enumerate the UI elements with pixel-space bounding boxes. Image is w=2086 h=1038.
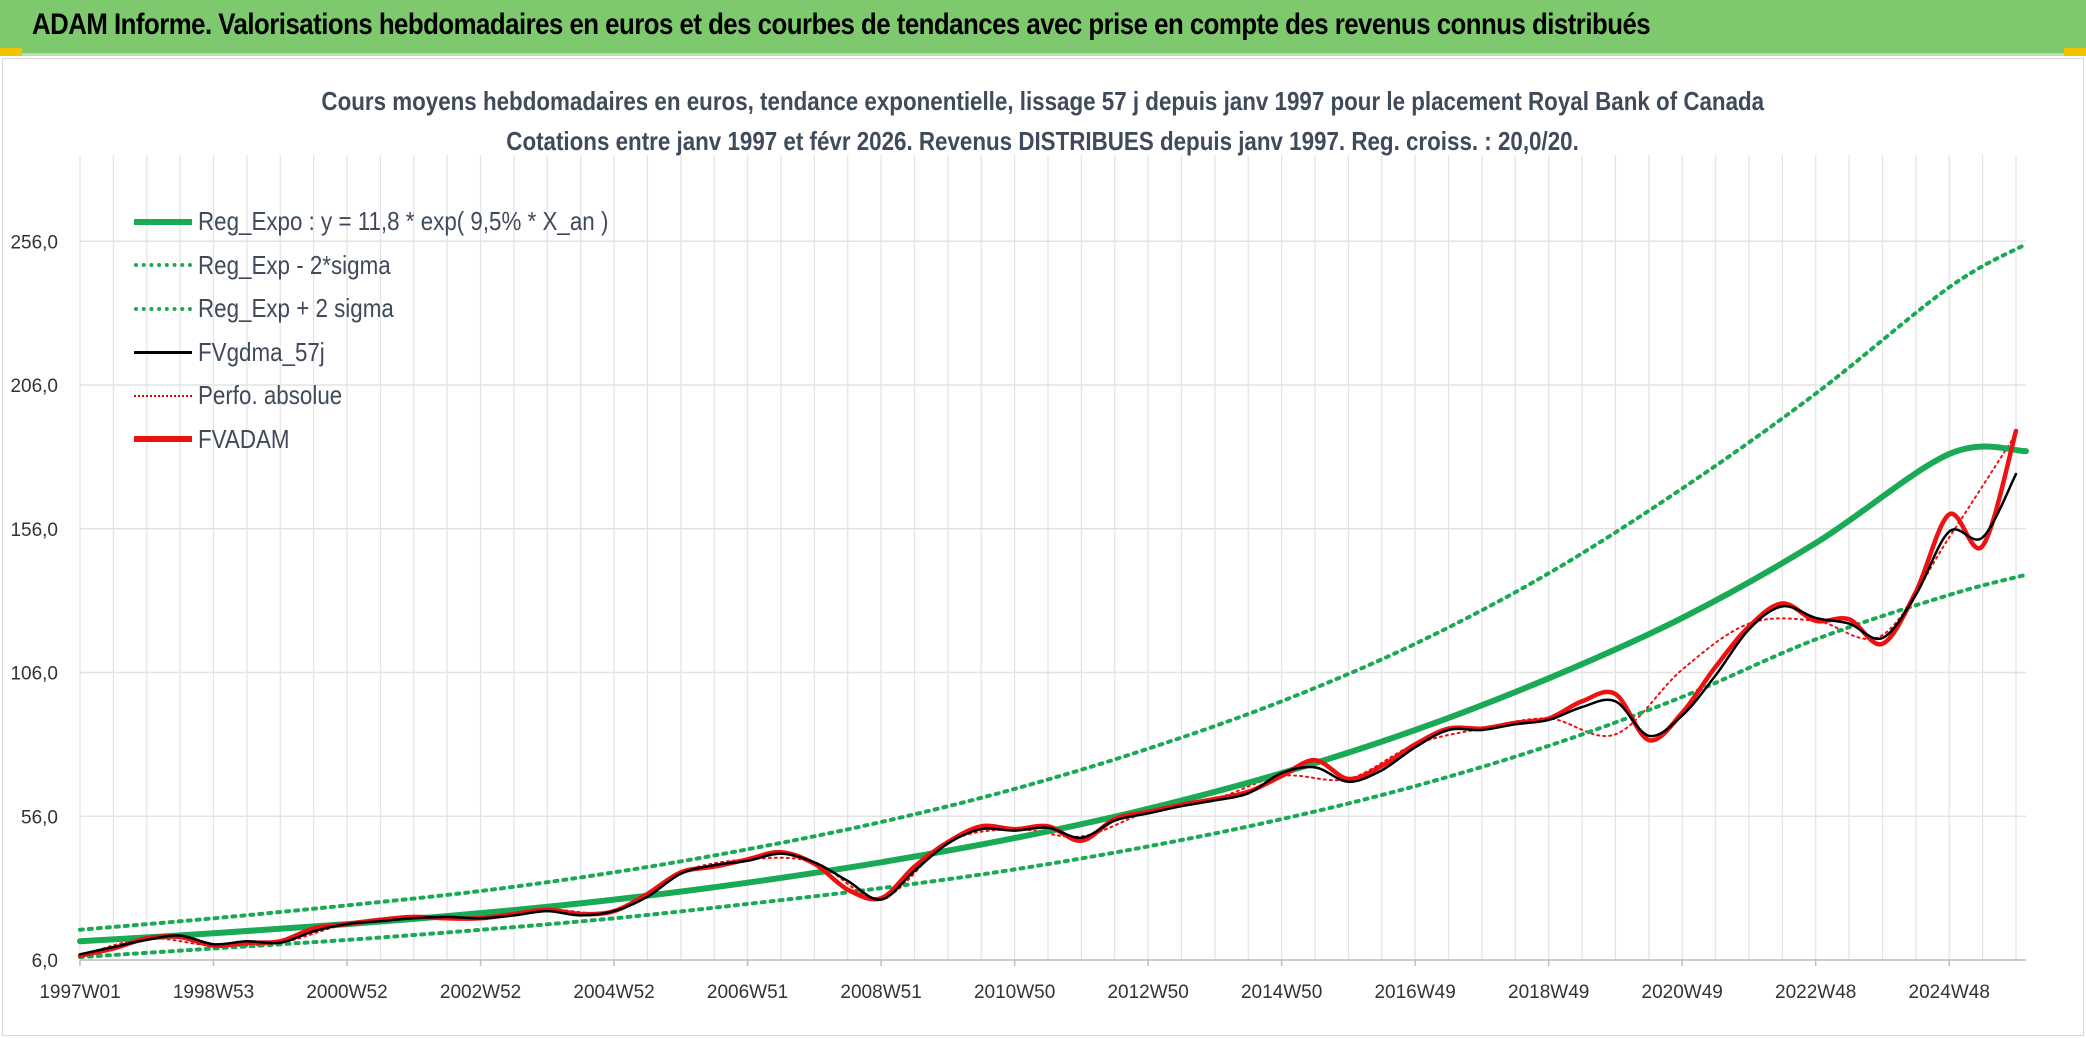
legend-item-reg-exp-minus: Reg_Exp - 2*sigma: [134, 244, 675, 288]
chart-area: [2, 58, 2084, 1036]
x-tick-label: 2018W49: [1508, 982, 1589, 1003]
series-line-reg-expo-y-11-8-exp-9-5-x-an: [77, 443, 2029, 945]
x-tick-label: 1997W01: [39, 982, 120, 1003]
series-line-reg-exp-2-sigma: [78, 572, 2028, 960]
x-tick-label: 2022W48: [1775, 982, 1856, 1003]
y-tick-label: 206,0: [10, 376, 58, 397]
axis-layer: 6,0 56,0 106,0 156,0 206,0 256,0 1997W01 1998W5…: [10, 232, 2026, 1003]
legend-item-reg-exp-plus: Reg_Exp + 2 sigma: [134, 287, 675, 331]
report-title: ADAM Informe. Valorisations hebdomadaire…: [32, 8, 1651, 41]
x-tick-label: 2014W50: [1241, 982, 1322, 1003]
legend-label-perfo: Perfo. absolue: [198, 380, 343, 411]
banner-corner-right: [2064, 48, 2086, 56]
legend-swatch-fvadam: [134, 436, 192, 443]
x-tick-label: 2024W48: [1909, 982, 1990, 1003]
legend-swatch-reg-exp-minus: [134, 263, 192, 268]
series-line-fvgdma-57j: [78, 472, 2018, 956]
y-tick-label: 6,0: [32, 951, 58, 972]
legend-swatch-perfo: [134, 394, 192, 397]
x-tick-label: 2016W49: [1374, 982, 1455, 1003]
y-tick-label: 156,0: [10, 520, 58, 541]
legend-swatch-fvgdma: [134, 350, 192, 354]
legend-label-reg-exp-plus: Reg_Exp + 2 sigma: [198, 293, 394, 324]
banner-corner-left: [0, 48, 22, 56]
x-tick-label: 2004W52: [573, 982, 654, 1003]
legend-swatch-reg-expo: [134, 218, 192, 225]
legend-label-reg-expo: Reg_Expo : y = 11,8 * exp( 9,5% * X_an ): [198, 206, 609, 237]
x-tick-label: 1998W53: [173, 982, 254, 1003]
chart-legend: Reg_Expo : y = 11,8 * exp( 9,5% * X_an )…: [134, 200, 675, 461]
chart-subtitle: Cotations entre janv 1997 et févr 2026. …: [506, 126, 1580, 156]
legend-swatch-reg-exp-plus: [134, 306, 192, 311]
x-tick-label: 2000W52: [306, 982, 387, 1003]
y-tick-label: 106,0: [10, 664, 58, 685]
legend-item-fvadam: FVADAM: [134, 418, 675, 462]
x-tick-label: 2020W49: [1642, 982, 1723, 1003]
x-tick-label: 2012W50: [1107, 982, 1188, 1003]
legend-item-fvgdma: FVgdma_57j: [134, 331, 675, 375]
chart-title: Cours moyens hebdomadaires en euros, ten…: [321, 86, 1765, 116]
legend-item-perfo: Perfo. absolue: [134, 374, 675, 418]
x-tick-label: 2010W50: [974, 982, 1055, 1003]
legend-item-reg-expo: Reg_Expo : y = 11,8 * exp( 9,5% * X_an ): [134, 200, 675, 244]
x-tick-label: 2002W52: [440, 982, 521, 1003]
x-tick-label: 2006W51: [707, 982, 788, 1003]
report-banner: ADAM Informe. Valorisations hebdomadaire…: [0, 0, 2086, 56]
legend-label-fvgdma: FVgdma_57j: [198, 336, 325, 367]
x-tick-label: 2008W51: [840, 982, 921, 1003]
y-tick-label: 256,0: [10, 232, 58, 253]
y-tick-label: 56,0: [21, 807, 58, 828]
series-line-perfo-absolue: [79, 432, 2017, 957]
series-line-reg-exp-2-sigma: [78, 242, 2028, 932]
legend-label-reg-exp-minus: Reg_Exp - 2*sigma: [198, 249, 391, 280]
legend-label-fvadam: FVADAM: [198, 423, 290, 454]
series-layer: [77, 242, 2029, 960]
